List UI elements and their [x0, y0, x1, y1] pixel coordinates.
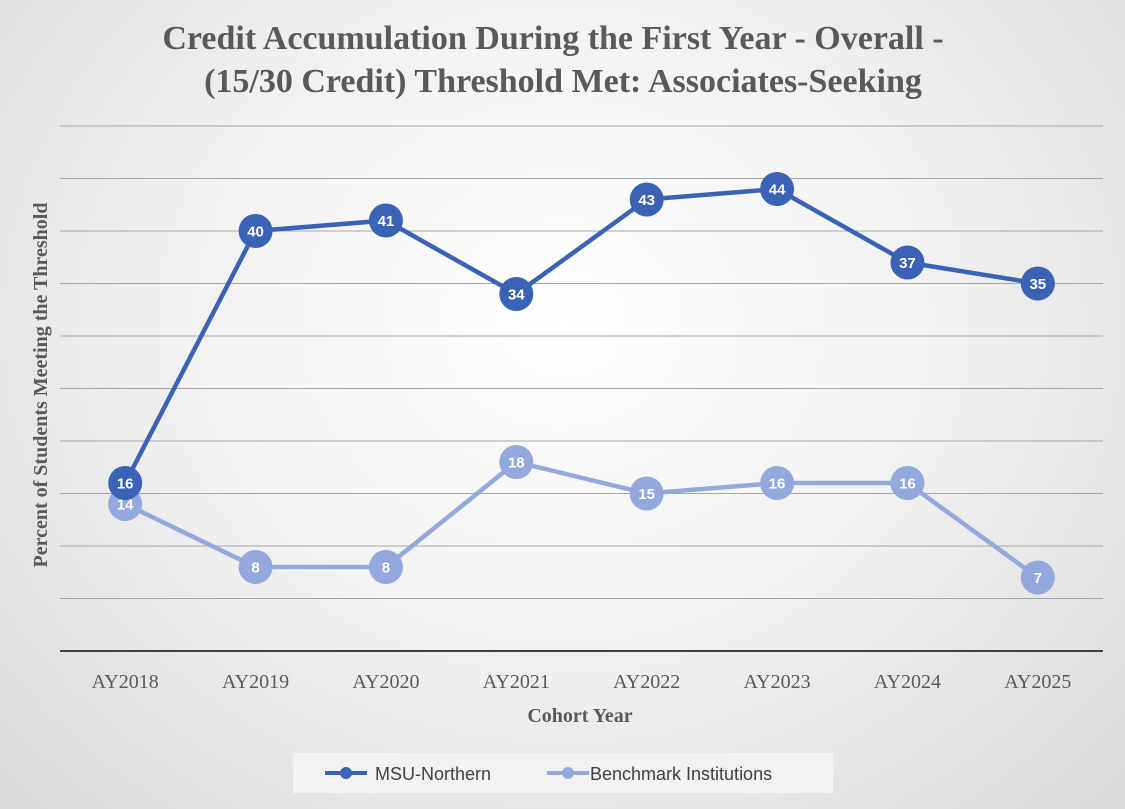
- data-label: 15: [638, 486, 655, 503]
- x-tick-label: AY2018: [92, 671, 159, 693]
- x-tick-label: AY2024: [874, 671, 941, 693]
- data-label: 18: [508, 455, 525, 472]
- series-1: 14 8 8 18 15 16 16 7: [108, 445, 1055, 595]
- data-point: [238, 550, 273, 584]
- data-label: 8: [251, 560, 259, 577]
- data-point: [1020, 560, 1055, 595]
- series-layer: 14 8 8 18 15 16 16 7 16 40 41 34 43 44 37 35: [108, 172, 1055, 595]
- series-0: 16 40 41 34 43 44 37 35: [108, 172, 1055, 500]
- y-axis-title: Percent of Students Meeting the Threshol…: [30, 203, 52, 568]
- data-label: 43: [638, 192, 655, 209]
- chart-title-line-2: (15/30 Credit) Threshold Met: Associates…: [204, 63, 922, 100]
- data-point: [1020, 266, 1055, 301]
- data-point: [368, 203, 403, 238]
- x-tick-label: AY2022: [613, 671, 680, 693]
- data-label: 16: [117, 476, 134, 493]
- data-label: 37: [899, 255, 916, 272]
- gridlines: [60, 125, 1103, 652]
- legend: MSU-Northern Benchmark Institutions: [293, 753, 833, 793]
- data-label: 40: [247, 224, 264, 241]
- x-tick-label: AY2019: [222, 671, 289, 693]
- x-tick-label: AY2023: [744, 671, 811, 693]
- data-point: [108, 466, 143, 500]
- series-line: [122, 186, 1041, 486]
- data-label: 34: [508, 287, 525, 304]
- data-point: [890, 245, 925, 280]
- x-axis-ticks: AY2018 AY2019 AY2020 AY2021 AY2022 AY2023 AY20…: [92, 671, 1072, 693]
- x-tick-label: AY2020: [352, 671, 419, 693]
- data-label: 14: [117, 497, 134, 514]
- data-point: [760, 172, 795, 206]
- data-point: [499, 277, 534, 311]
- data-label: 35: [1029, 276, 1046, 293]
- x-tick-label: AY2025: [1004, 671, 1071, 693]
- data-label: 44: [769, 182, 786, 199]
- legend-label: Benchmark Institutions: [590, 764, 772, 784]
- data-point: [238, 214, 273, 248]
- legend-swatch-marker: [562, 767, 574, 779]
- data-point: [890, 466, 925, 500]
- data-point: [629, 182, 664, 217]
- data-point: [499, 445, 534, 479]
- data-label: 8: [382, 560, 390, 577]
- data-label: 16: [769, 476, 786, 493]
- series-line: [122, 459, 1041, 580]
- chart-title-line-1: Credit Accumulation During the First Yea…: [162, 20, 943, 57]
- data-point: [368, 550, 403, 584]
- x-axis-title: Cohort Year: [527, 705, 632, 727]
- legend-label: MSU-Northern: [375, 764, 491, 784]
- data-point: [760, 466, 795, 500]
- legend-swatch-marker: [340, 767, 352, 779]
- data-label: 41: [378, 213, 395, 230]
- data-point: [629, 476, 664, 511]
- data-label: 16: [899, 476, 916, 493]
- x-tick-label: AY2021: [483, 671, 550, 693]
- data-label: 7: [1034, 570, 1042, 587]
